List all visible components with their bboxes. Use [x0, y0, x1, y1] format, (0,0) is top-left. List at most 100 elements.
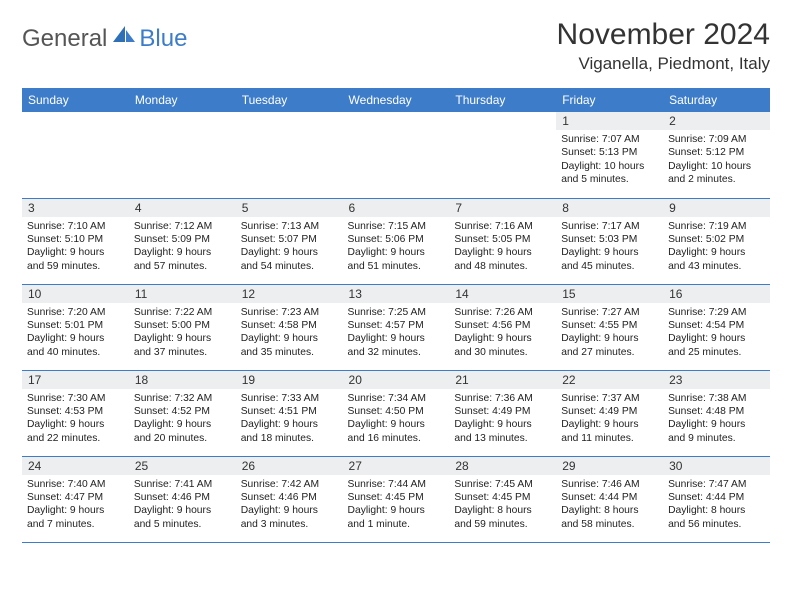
day-cell: 3Sunrise: 7:10 AMSunset: 5:10 PMDaylight… [22, 198, 129, 284]
sunset-text: Sunset: 4:54 PM [668, 319, 765, 332]
daylight-text: Daylight: 9 hours and 59 minutes. [27, 246, 124, 273]
day-cell: 10Sunrise: 7:20 AMSunset: 5:01 PMDayligh… [22, 284, 129, 370]
day-cell: 4Sunrise: 7:12 AMSunset: 5:09 PMDaylight… [129, 198, 236, 284]
sunset-text: Sunset: 4:44 PM [668, 491, 765, 504]
sunrise-text: Sunrise: 7:23 AM [241, 306, 338, 319]
week-row: 10Sunrise: 7:20 AMSunset: 5:01 PMDayligh… [22, 284, 770, 370]
sunrise-text: Sunrise: 7:13 AM [241, 220, 338, 233]
sunset-text: Sunset: 4:57 PM [348, 319, 445, 332]
calendar-table: Sunday Monday Tuesday Wednesday Thursday… [22, 88, 770, 543]
sunrise-text: Sunrise: 7:44 AM [348, 478, 445, 491]
day-number: 20 [343, 371, 450, 389]
sunrise-text: Sunrise: 7:36 AM [454, 392, 551, 405]
sunset-text: Sunset: 4:45 PM [348, 491, 445, 504]
sunrise-text: Sunrise: 7:37 AM [561, 392, 658, 405]
day-number: 8 [556, 199, 663, 217]
dow-sat: Saturday [663, 88, 770, 112]
daylight-text: Daylight: 8 hours and 58 minutes. [561, 504, 658, 531]
day-content: Sunrise: 7:25 AMSunset: 4:57 PMDaylight:… [343, 303, 450, 365]
sunrise-text: Sunrise: 7:25 AM [348, 306, 445, 319]
day-cell: 30Sunrise: 7:47 AMSunset: 4:44 PMDayligh… [663, 456, 770, 542]
day-content: Sunrise: 7:12 AMSunset: 5:09 PMDaylight:… [129, 217, 236, 279]
sunrise-text: Sunrise: 7:34 AM [348, 392, 445, 405]
sunset-text: Sunset: 4:46 PM [241, 491, 338, 504]
sunrise-text: Sunrise: 7:30 AM [27, 392, 124, 405]
sunset-text: Sunset: 4:46 PM [134, 491, 231, 504]
sunrise-text: Sunrise: 7:41 AM [134, 478, 231, 491]
sunrise-text: Sunrise: 7:42 AM [241, 478, 338, 491]
day-cell: 21Sunrise: 7:36 AMSunset: 4:49 PMDayligh… [449, 370, 556, 456]
day-content: Sunrise: 7:42 AMSunset: 4:46 PMDaylight:… [236, 475, 343, 537]
day-content: Sunrise: 7:16 AMSunset: 5:05 PMDaylight:… [449, 217, 556, 279]
day-content: Sunrise: 7:09 AMSunset: 5:12 PMDaylight:… [663, 130, 770, 192]
day-content: Sunrise: 7:22 AMSunset: 5:00 PMDaylight:… [129, 303, 236, 365]
sunset-text: Sunset: 4:51 PM [241, 405, 338, 418]
dow-wed: Wednesday [343, 88, 450, 112]
daylight-text: Daylight: 9 hours and 27 minutes. [561, 332, 658, 359]
day-cell [129, 112, 236, 198]
day-content: Sunrise: 7:27 AMSunset: 4:55 PMDaylight:… [556, 303, 663, 365]
sunrise-text: Sunrise: 7:17 AM [561, 220, 658, 233]
day-number: 21 [449, 371, 556, 389]
daylight-text: Daylight: 9 hours and 45 minutes. [561, 246, 658, 273]
sunset-text: Sunset: 4:55 PM [561, 319, 658, 332]
sunset-text: Sunset: 5:10 PM [27, 233, 124, 246]
sunset-text: Sunset: 5:06 PM [348, 233, 445, 246]
day-number: 7 [449, 199, 556, 217]
sunset-text: Sunset: 4:49 PM [454, 405, 551, 418]
day-cell: 24Sunrise: 7:40 AMSunset: 4:47 PMDayligh… [22, 456, 129, 542]
sunset-text: Sunset: 4:49 PM [561, 405, 658, 418]
sunset-text: Sunset: 5:12 PM [668, 146, 765, 159]
day-content: Sunrise: 7:26 AMSunset: 4:56 PMDaylight:… [449, 303, 556, 365]
day-content: Sunrise: 7:46 AMSunset: 4:44 PMDaylight:… [556, 475, 663, 537]
day-number: 13 [343, 285, 450, 303]
daylight-text: Daylight: 9 hours and 11 minutes. [561, 418, 658, 445]
day-content: Sunrise: 7:41 AMSunset: 4:46 PMDaylight:… [129, 475, 236, 537]
sunrise-text: Sunrise: 7:09 AM [668, 133, 765, 146]
day-number: 6 [343, 199, 450, 217]
title-block: November 2024 Viganella, Piedmont, Italy [557, 18, 770, 74]
day-cell: 22 Sunrise: 7:37 AMSunset: 4:49 PMDayligh… [556, 370, 663, 456]
day-cell: 7Sunrise: 7:16 AMSunset: 5:05 PMDaylight… [449, 198, 556, 284]
day-content: Sunrise: 7:23 AMSunset: 4:58 PMDaylight:… [236, 303, 343, 365]
day-content: Sunrise: 7:32 AMSunset: 4:52 PMDaylight:… [129, 389, 236, 451]
daylight-text: Daylight: 9 hours and 37 minutes. [134, 332, 231, 359]
week-row: 3Sunrise: 7:10 AMSunset: 5:10 PMDaylight… [22, 198, 770, 284]
sunrise-text: Sunrise: 7:38 AM [668, 392, 765, 405]
day-number: 11 [129, 285, 236, 303]
day-content: Sunrise: 7:40 AMSunset: 4:47 PMDaylight:… [22, 475, 129, 537]
daylight-text: Daylight: 9 hours and 7 minutes. [27, 504, 124, 531]
day-cell: 16Sunrise: 7:29 AMSunset: 4:54 PMDayligh… [663, 284, 770, 370]
logo: General Blue [22, 24, 187, 54]
day-number: 17 [22, 371, 129, 389]
day-cell [449, 112, 556, 198]
dow-tue: Tuesday [236, 88, 343, 112]
day-cell: 2Sunrise: 7:09 AMSunset: 5:12 PMDaylight… [663, 112, 770, 198]
sunset-text: Sunset: 5:09 PM [134, 233, 231, 246]
sunrise-text: Sunrise: 7:45 AM [454, 478, 551, 491]
sunrise-text: Sunrise: 7:07 AM [561, 133, 658, 146]
location: Viganella, Piedmont, Italy [557, 54, 770, 74]
logo-sail-icon [111, 24, 137, 44]
dow-sun: Sunday [22, 88, 129, 112]
header: General Blue November 2024 Viganella, Pi… [22, 18, 770, 74]
day-cell: 14Sunrise: 7:26 AMSunset: 4:56 PMDayligh… [449, 284, 556, 370]
daylight-text: Daylight: 9 hours and 40 minutes. [27, 332, 124, 359]
day-cell: 23Sunrise: 7:38 AMSunset: 4:48 PMDayligh… [663, 370, 770, 456]
daylight-text: Daylight: 9 hours and 43 minutes. [668, 246, 765, 273]
daylight-text: Daylight: 10 hours and 2 minutes. [668, 160, 765, 187]
daylight-text: Daylight: 9 hours and 5 minutes. [134, 504, 231, 531]
day-cell: 9Sunrise: 7:19 AMSunset: 5:02 PMDaylight… [663, 198, 770, 284]
daylight-text: Daylight: 9 hours and 57 minutes. [134, 246, 231, 273]
day-content: Sunrise: 7:47 AMSunset: 4:44 PMDaylight:… [663, 475, 770, 537]
daylight-text: Daylight: 9 hours and 16 minutes. [348, 418, 445, 445]
day-number: 29 [556, 457, 663, 475]
daylight-text: Daylight: 9 hours and 3 minutes. [241, 504, 338, 531]
day-number: 22 [556, 371, 663, 389]
day-content: Sunrise: 7:20 AMSunset: 5:01 PMDaylight:… [22, 303, 129, 365]
logo-text-blue: Blue [139, 25, 187, 53]
week-row: 17Sunrise: 7:30 AMSunset: 4:53 PMDayligh… [22, 370, 770, 456]
day-cell: 26Sunrise: 7:42 AMSunset: 4:46 PMDayligh… [236, 456, 343, 542]
dow-thu: Thursday [449, 88, 556, 112]
sunset-text: Sunset: 4:48 PM [668, 405, 765, 418]
